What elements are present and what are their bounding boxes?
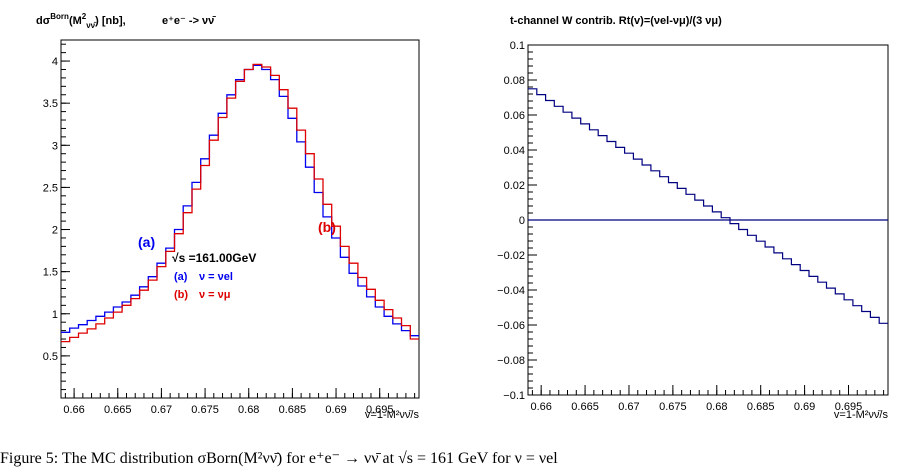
y-tick-label: 2.5 — [43, 182, 58, 194]
left-y-axis: 0.5 1 1.5 2 2.5 3 3.5 4 — [43, 43, 70, 399]
y-tick-label: −0.06 — [497, 320, 525, 332]
x-tick-label: 0.66 — [530, 401, 551, 413]
legend-a-label: (a) — [174, 271, 188, 283]
series-a-step-line — [61, 64, 419, 337]
y-tick-label: 4 — [52, 56, 58, 68]
y-tick-label: 2 — [52, 225, 58, 237]
y-tick-label: 0.04 — [504, 145, 525, 157]
right-title: t-channel W contrib. Rt(v)=(νel-νμ)/(3 ν… — [510, 15, 722, 27]
legend-b: (b) ν = νμ — [174, 289, 231, 301]
y-tick-label: −0.1 — [503, 390, 525, 402]
y-tick-label: 0.06 — [504, 110, 525, 122]
x-tick-label: 0.67 — [618, 401, 639, 413]
right-x-axis-label: v=1-M²νν̄/s — [834, 409, 889, 421]
x-tick-label: 0.66 — [63, 404, 84, 416]
y-tick-label: 1 — [52, 309, 58, 321]
series-b-step-line — [61, 63, 419, 343]
x-tick-label: 0.68 — [706, 401, 727, 413]
x-tick-label: 0.675 — [659, 401, 687, 413]
y-tick-label: 0.02 — [504, 180, 525, 192]
x-tick-label: 0.695 — [366, 404, 394, 416]
legend-a: (a) ν = νel — [174, 271, 233, 283]
right-panel: t-channel W contrib. Rt(v)=(νel-νμ)/(3 ν… — [497, 15, 889, 421]
left-panel: dσBorn(M2νν̄) [nb], e⁺e⁻ -> νν̄ 0.5 1 1.5 2… — [36, 12, 420, 421]
x-tick-label: 0.665 — [104, 404, 132, 416]
left-x-axis-label: v=1-M²νν̄/s — [365, 409, 420, 421]
y-tick-label: 0.5 — [43, 351, 58, 363]
curve-b-tag: (b) — [318, 219, 336, 235]
y-tick-label: −0.04 — [497, 285, 525, 297]
x-tick-label: 0.69 — [325, 404, 346, 416]
legend-b-label: (b) — [174, 289, 188, 301]
y-tick-label: −0.02 — [497, 250, 525, 262]
left-x-axis: 0.66 0.665 0.67 0.675 0.68 0.685 0.69 0.695 — [63, 388, 416, 416]
y-tick-label: 3.5 — [43, 98, 58, 110]
left-title-process: e⁺e⁻ -> νν̄ — [162, 15, 216, 27]
y-tick-label: −0.08 — [497, 355, 525, 367]
ratio-step-line — [528, 88, 888, 324]
figure-caption: Figure 5: The MC distribution σBorn(M²νν… — [0, 448, 907, 475]
x-tick-label: 0.69 — [794, 401, 815, 413]
y-tick-label: 0.1 — [510, 40, 525, 52]
x-tick-label: 0.68 — [238, 404, 259, 416]
caption-text: Figure 5: The MC distribution σBorn(M²νν… — [0, 450, 558, 467]
x-tick-label: 0.685 — [279, 404, 307, 416]
sqrt-s-label: √s =161.00GeV — [172, 251, 256, 265]
y-tick-label: 3 — [52, 140, 58, 152]
legend-a-text: ν = νel — [199, 271, 233, 283]
left-title: dσBorn(M2νν̄) [nb], e⁺e⁻ -> νν̄ — [36, 12, 216, 30]
x-tick-label: 0.67 — [151, 404, 172, 416]
x-tick-label: 0.675 — [191, 404, 219, 416]
right-x-axis: 0.66 0.665 0.67 0.675 0.68 0.685 0.69 0.695 — [530, 385, 885, 413]
left-title-text: dσBorn(M2νν̄) [nb], — [36, 12, 126, 30]
legend-b-text: ν = νμ — [199, 289, 231, 301]
x-tick-label: 0.665 — [571, 401, 599, 413]
x-tick-label: 0.695 — [835, 401, 863, 413]
left-plot-frame — [60, 39, 420, 399]
right-y-axis: −0.1 −0.08 −0.06 −0.04 −0.02 0 0.02 0.04 0.06 0.0… — [497, 40, 537, 402]
figure-canvas: dσBorn(M2νν̄) [nb], e⁺e⁻ -> νν̄ 0.5 1 1.5 2… — [36, 12, 889, 421]
y-tick-label: 1.5 — [43, 267, 58, 279]
x-tick-label: 0.685 — [747, 401, 775, 413]
curve-a-tag: (a) — [138, 234, 155, 250]
y-tick-label: 0 — [519, 215, 525, 227]
y-tick-label: 0.08 — [504, 75, 525, 87]
